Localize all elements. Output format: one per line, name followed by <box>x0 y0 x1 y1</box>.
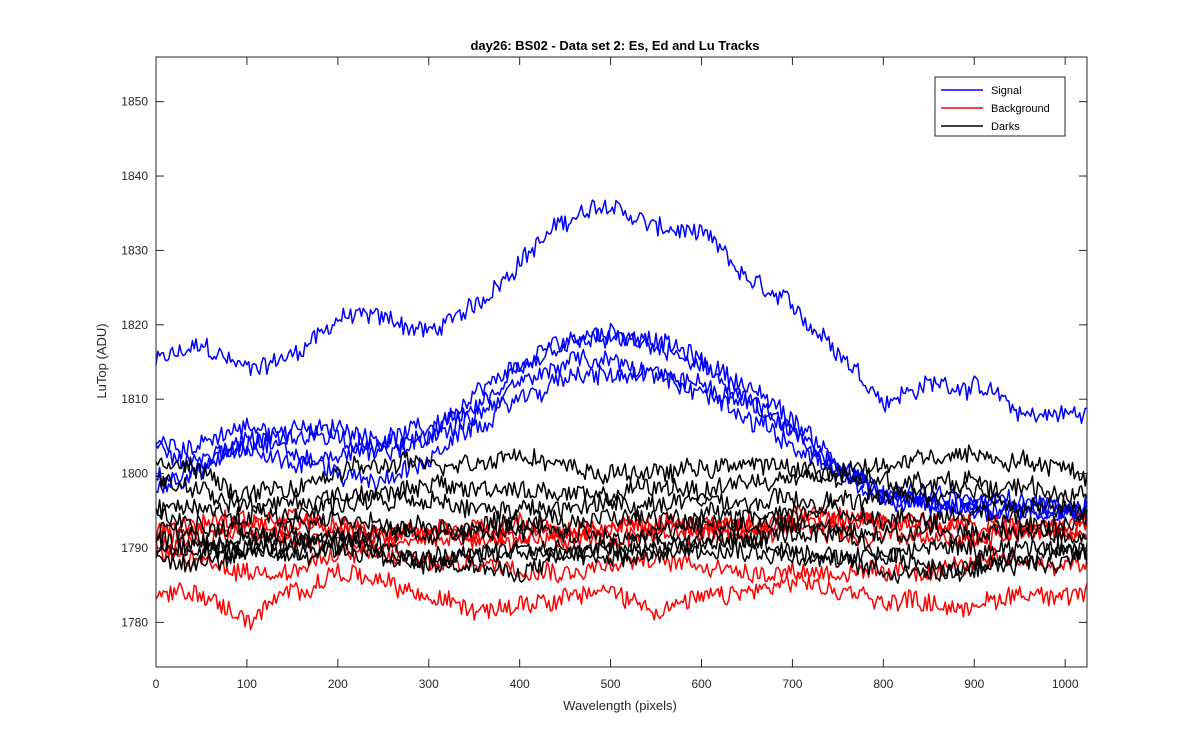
x-tick-label: 700 <box>782 677 802 691</box>
series-line-background-8 <box>155 514 1088 556</box>
x-tick-label: 400 <box>510 677 530 691</box>
legend-label-signal: Signal <box>991 85 1022 97</box>
y-tick-label: 1800 <box>121 467 148 481</box>
x-tick-label: 0 <box>153 677 160 691</box>
y-tick-label: 1850 <box>121 95 148 109</box>
x-tick-label: 100 <box>237 677 257 691</box>
x-tick-label: 900 <box>964 677 984 691</box>
series-line-signal-5 <box>155 348 1088 525</box>
series-line-darks-11 <box>155 444 1088 504</box>
axes-ticks: 0 100 200 300 400 500 600 700 800 900 1000 1780 1790… <box>121 57 1087 691</box>
x-tick-label: 1000 <box>1052 677 1079 691</box>
legend: Signal Background Darks <box>934 76 1066 137</box>
chart-title: day26: BS02 - Data set 2: Es, Ed and Lu … <box>470 38 759 53</box>
y-tick-label: 1830 <box>121 243 148 257</box>
series-line-darks-12 <box>155 467 1088 516</box>
y-tick-label: 1790 <box>121 541 148 555</box>
x-tick-label: 500 <box>601 677 621 691</box>
y-axis-label: LuTop (ADU) <box>94 323 109 398</box>
x-tick-label: 300 <box>419 677 439 691</box>
series-line-darks-15 <box>155 514 1088 557</box>
series-line-signal-1 <box>155 199 1088 424</box>
x-tick-label: 800 <box>873 677 893 691</box>
y-tick-label: 1820 <box>121 318 148 332</box>
series-line-background-6 <box>155 562 1088 631</box>
y-tick-label: 1780 <box>121 615 148 629</box>
y-tick-label: 1810 <box>121 392 148 406</box>
series-line-background-7 <box>155 543 1088 584</box>
series-layer <box>155 199 1088 631</box>
series-line-darks-18 <box>155 523 1088 583</box>
x-axis-label: Wavelength (pixels) <box>563 698 677 713</box>
plot-area <box>155 56 1088 668</box>
x-tick-label: 600 <box>691 677 711 691</box>
legend-label-background: Background <box>991 103 1050 115</box>
series-line-signal-2 <box>156 322 1088 523</box>
y-tick-label: 1840 <box>121 169 148 183</box>
x-tick-label: 200 <box>328 677 348 691</box>
series-line-darks-13 <box>155 481 1088 530</box>
legend-label-darks: Darks <box>991 121 1020 133</box>
